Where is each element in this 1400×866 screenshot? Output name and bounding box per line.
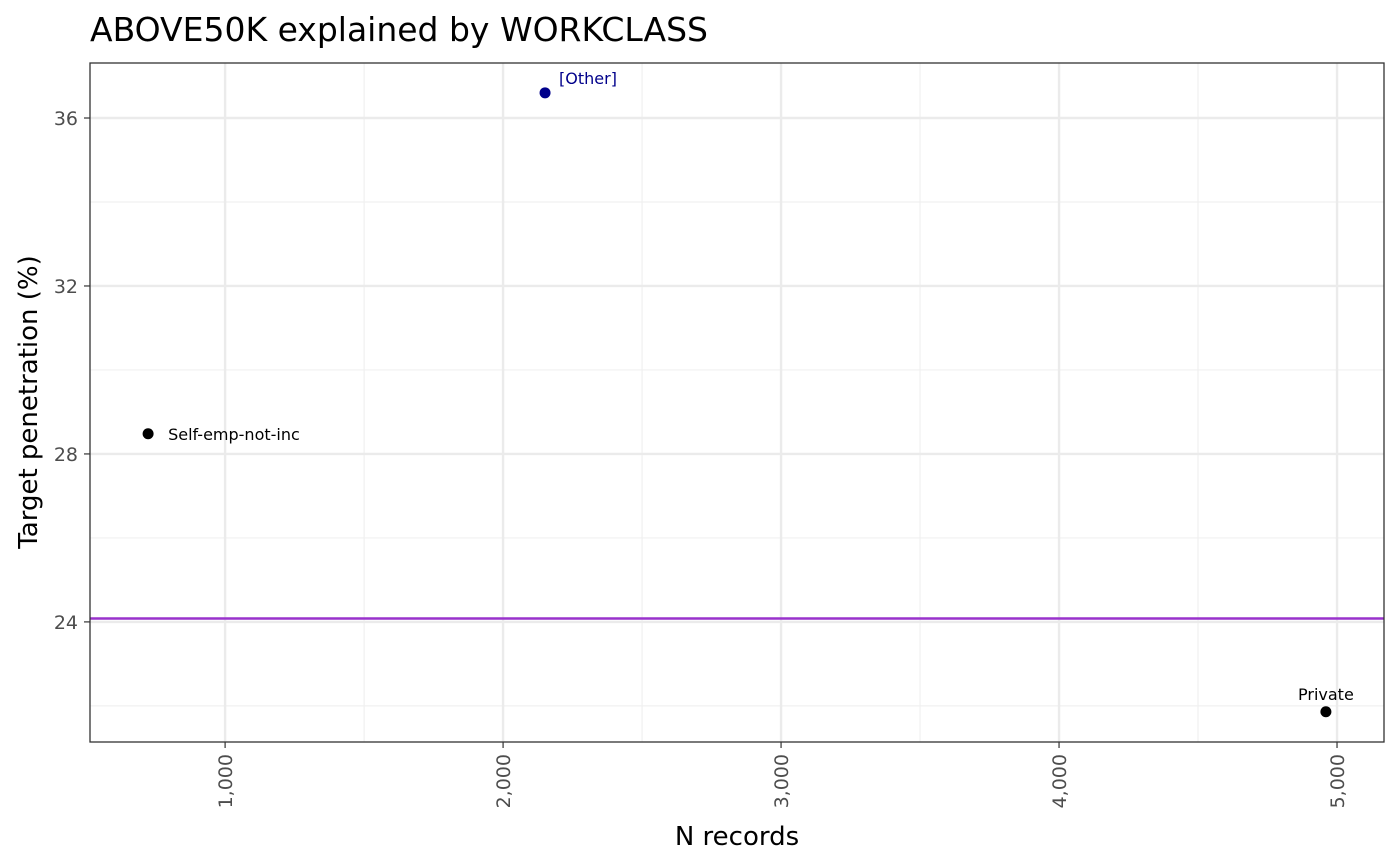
y-tick-label: 28	[54, 444, 78, 466]
y-tick-label: 36	[54, 108, 78, 130]
point-label: [Other]	[559, 69, 617, 88]
plot-border	[89, 62, 1385, 743]
x-tick-label: 2,000	[493, 754, 515, 808]
x-tick-label: 5,000	[1327, 754, 1349, 808]
x-axis-title: N records	[675, 822, 799, 852]
x-tick-label: 1,000	[215, 754, 237, 808]
point	[539, 87, 551, 99]
y-axis-title: Target penetration (%)	[14, 255, 44, 550]
x-tick-label: 3,000	[771, 754, 793, 808]
point-label: Self-emp-not-inc	[168, 425, 300, 444]
point	[142, 428, 154, 440]
x-tick-label: 4,000	[1049, 754, 1071, 808]
point-label: Private	[1298, 685, 1354, 704]
y-tick-label: 24	[54, 612, 78, 634]
chart-title: ABOVE50K explained by WORKCLASS	[90, 10, 708, 49]
point	[1320, 706, 1332, 718]
y-tick-label: 32	[54, 276, 78, 298]
